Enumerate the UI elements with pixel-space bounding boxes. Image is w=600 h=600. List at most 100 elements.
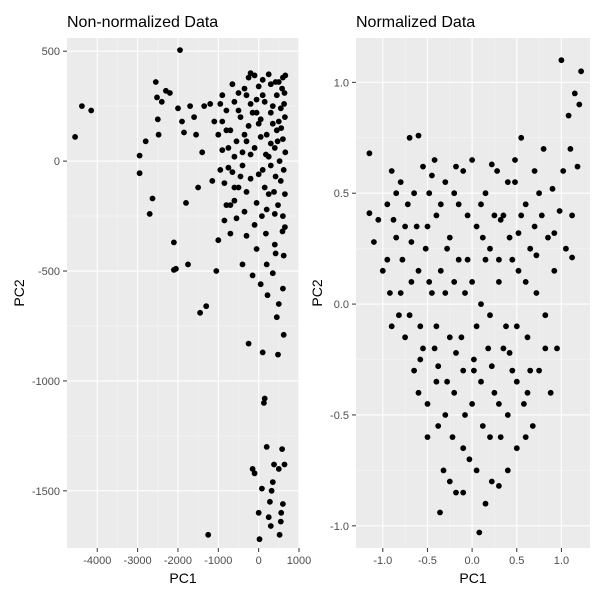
data-point [379, 267, 386, 274]
data-point [500, 212, 507, 219]
data-point [136, 170, 143, 177]
data-point [422, 245, 429, 252]
data-point [142, 138, 149, 145]
data-point [402, 334, 408, 341]
data-point [88, 107, 95, 114]
data-point [560, 168, 567, 174]
data-point [509, 367, 516, 374]
data-point [171, 239, 177, 246]
data-point [554, 345, 560, 352]
data-point [397, 290, 404, 296]
data-point [223, 107, 230, 114]
data-point [460, 168, 467, 174]
data-point [263, 261, 270, 268]
data-point [280, 285, 286, 292]
data-point [271, 461, 277, 468]
data-point [531, 223, 538, 230]
data-point [235, 184, 242, 191]
data-point [237, 173, 244, 180]
data-point [469, 401, 475, 407]
data-point [280, 136, 286, 143]
data-point [469, 279, 475, 285]
x-tick-label: 0.0 [464, 555, 479, 567]
data-point [146, 211, 153, 217]
data-point [444, 245, 450, 252]
data-point [531, 168, 538, 174]
data-point [515, 267, 522, 274]
data-point [429, 172, 435, 179]
data-point [154, 94, 160, 101]
data-point [415, 132, 422, 139]
data-point [533, 252, 540, 259]
data-point [487, 434, 493, 440]
data-point [149, 195, 156, 202]
data-point [384, 256, 391, 263]
data-point [187, 103, 194, 109]
data-point [451, 279, 458, 285]
data-point [408, 279, 415, 285]
data-point [282, 224, 288, 231]
data-point [229, 169, 236, 176]
y-tick-label: 0.0 [334, 299, 349, 311]
data-point [488, 161, 495, 168]
data-point [473, 467, 480, 474]
data-point [277, 105, 284, 112]
data-point [479, 423, 486, 429]
data-point [269, 120, 276, 127]
data-point [235, 107, 242, 114]
data-point [225, 145, 232, 151]
x-tick-label: -4000 [83, 555, 111, 567]
data-point [429, 290, 435, 296]
data-point [267, 162, 274, 169]
y-axis-ticks: -1.0 -0.5 0.0 0.5 1.0 [330, 77, 356, 533]
data-point [217, 167, 224, 173]
x-tick-label: 1.0 [554, 555, 569, 567]
data-point [571, 90, 578, 97]
data-point [155, 131, 162, 138]
data-point [255, 83, 262, 90]
data-point [243, 189, 250, 195]
data-point [72, 134, 78, 140]
data-point [272, 250, 279, 257]
data-point [435, 423, 442, 429]
data-point [411, 190, 417, 197]
data-point [524, 334, 531, 341]
data-point [464, 212, 471, 219]
data-point [479, 234, 486, 241]
data-point [255, 120, 262, 127]
data-point [404, 201, 411, 208]
data-point [259, 213, 265, 220]
data-point [487, 312, 493, 319]
data-point [272, 173, 279, 180]
data-point [247, 175, 254, 182]
data-point [281, 90, 288, 96]
data-point [173, 265, 179, 272]
data-point [509, 256, 516, 263]
data-point [542, 345, 549, 352]
data-point [406, 312, 413, 319]
data-point [273, 314, 280, 321]
data-point [375, 216, 382, 223]
y-axis-title: PC2 [11, 279, 27, 306]
data-point [453, 489, 459, 496]
data-point [538, 212, 545, 219]
data-point [280, 213, 286, 220]
data-point [522, 434, 529, 440]
data-point [460, 445, 467, 452]
data-point [485, 345, 492, 352]
data-point [437, 267, 444, 274]
data-point [282, 191, 288, 198]
data-point [177, 47, 183, 53]
data-point [460, 367, 467, 374]
data-point [442, 179, 449, 186]
x-tick-label: -1000 [204, 555, 232, 567]
data-point [167, 90, 173, 96]
data-point [393, 190, 400, 197]
data-point [223, 202, 230, 209]
x-axis-ticks: -1.0 -0.5 0.0 0.5 1.0 [373, 548, 569, 567]
data-points [72, 47, 289, 543]
data-point [207, 101, 214, 107]
data-point [500, 345, 507, 352]
data-point [243, 232, 250, 239]
y-axis-ticks: -1500 -1000 -500 0 500 [32, 46, 67, 498]
